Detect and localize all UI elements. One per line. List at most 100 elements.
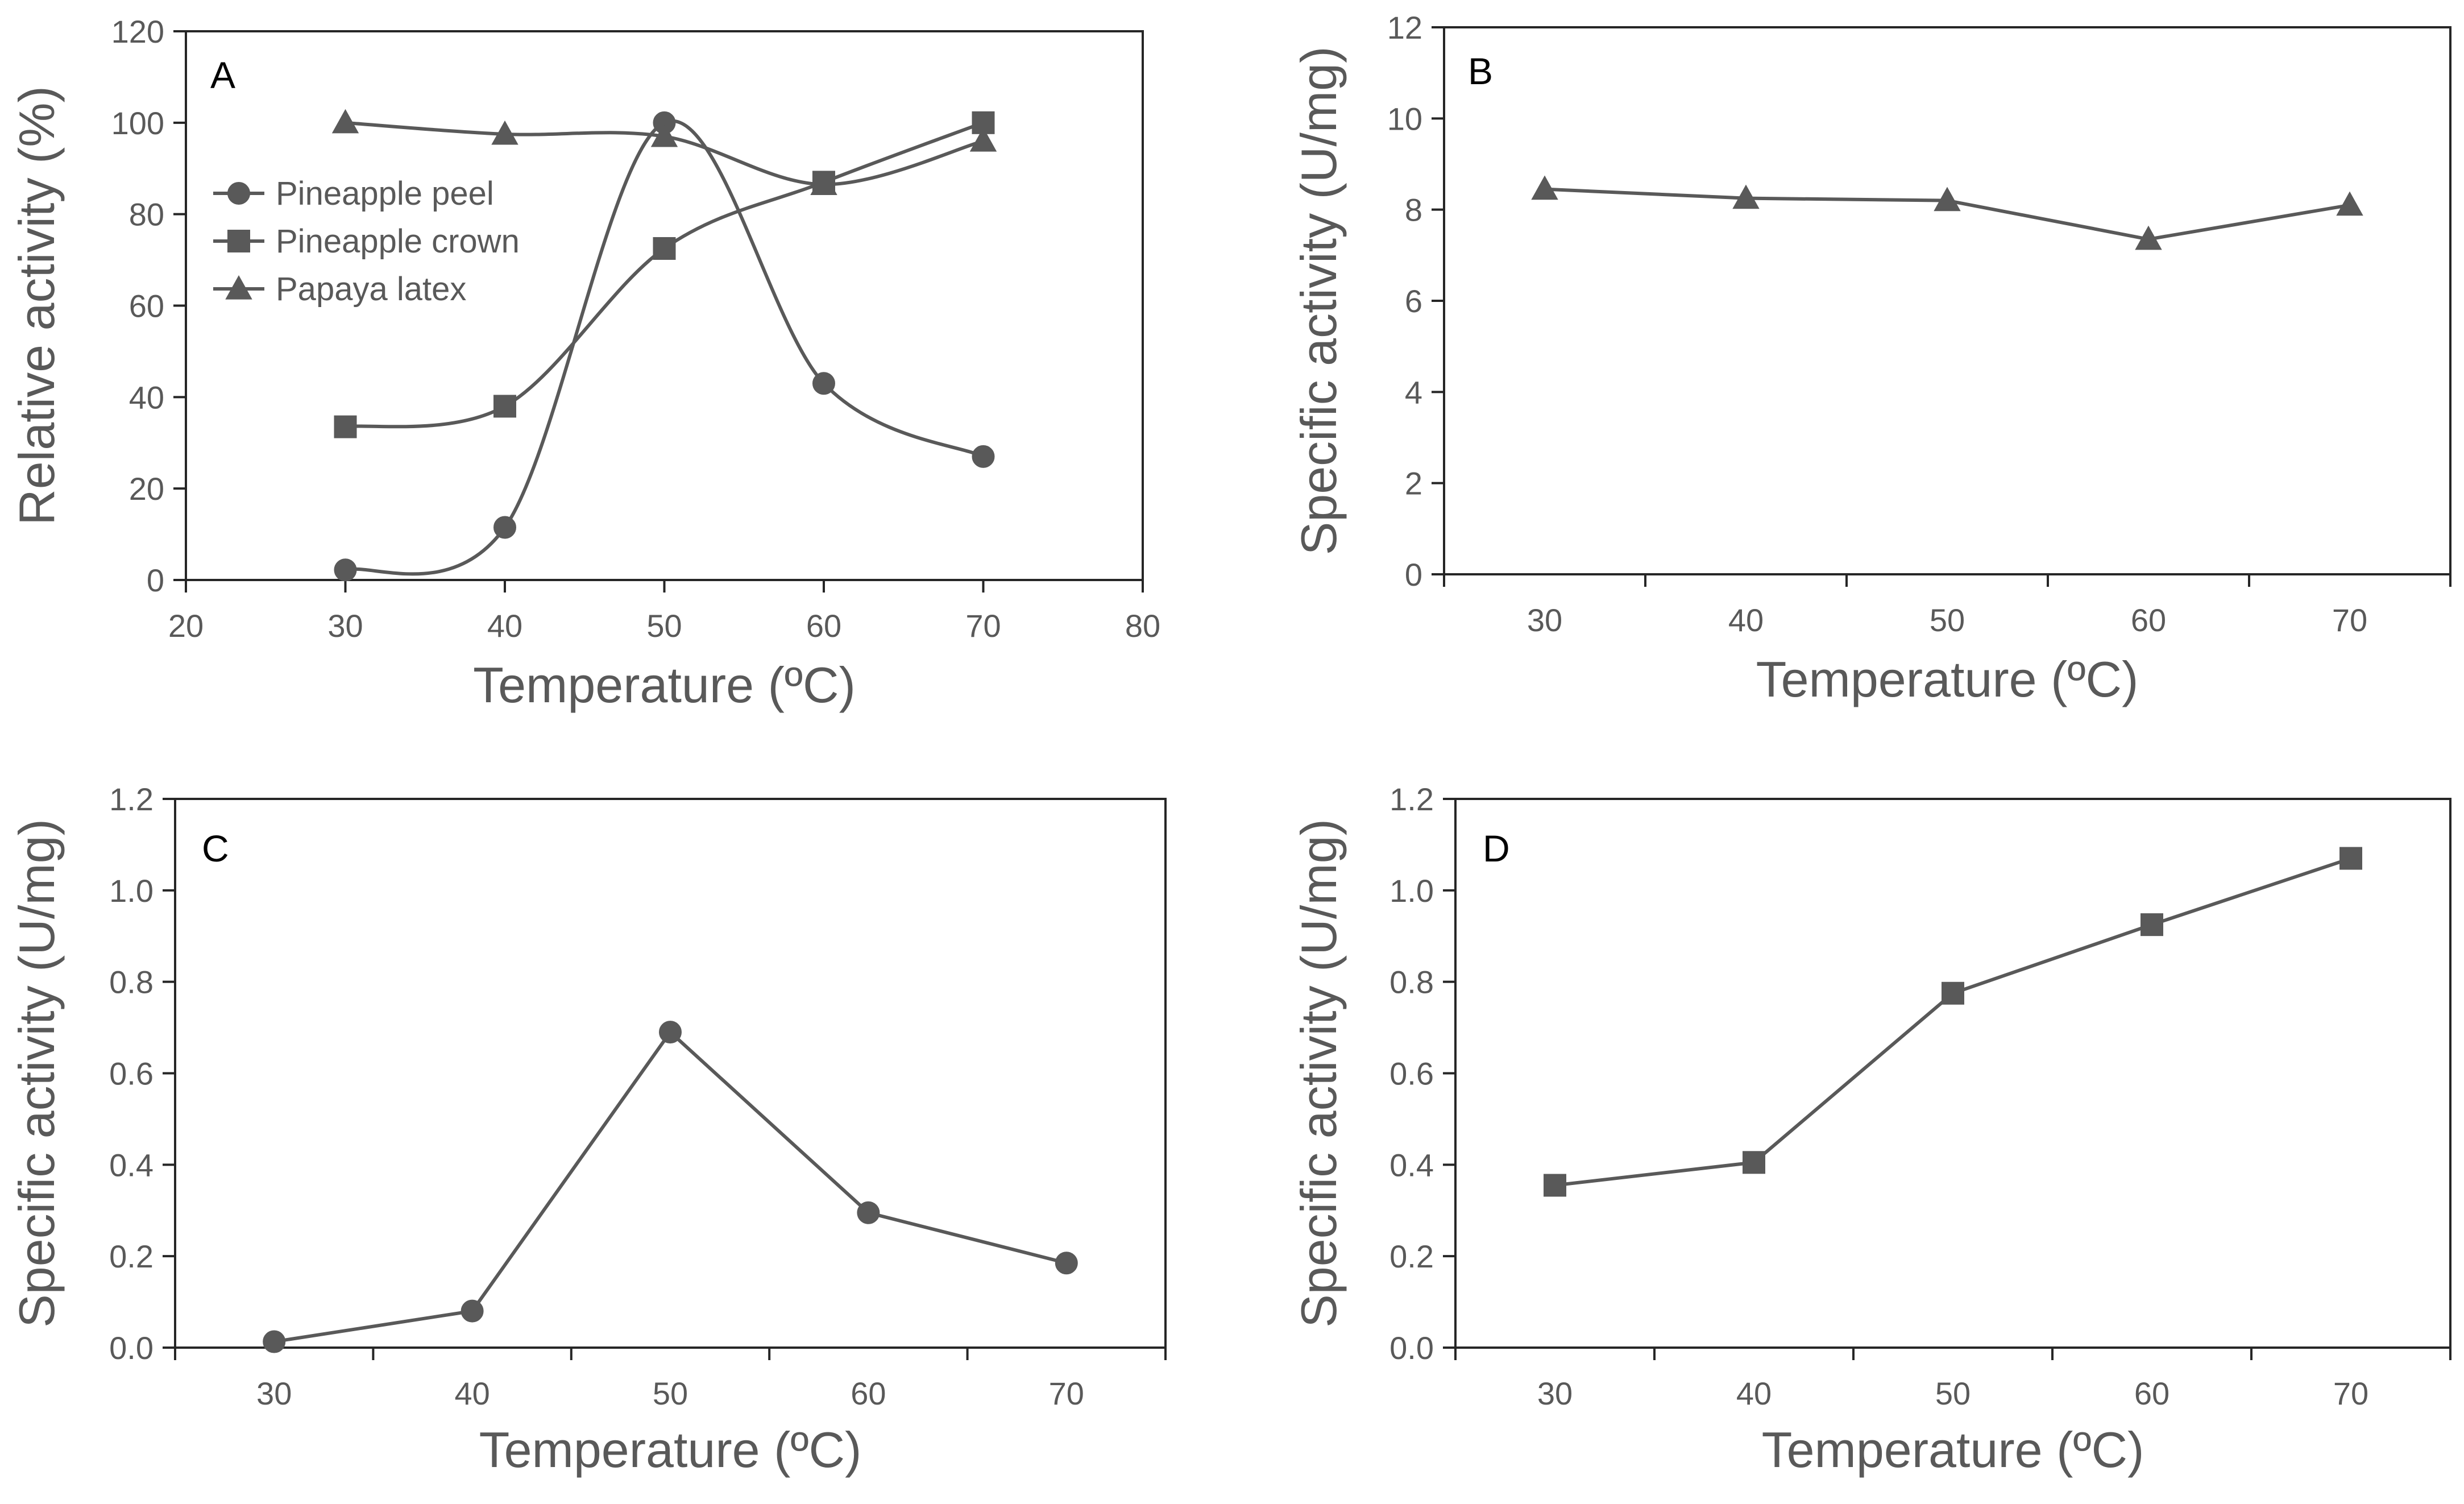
y-tick-label: 80 bbox=[129, 197, 164, 233]
y-tick-label: 4 bbox=[1405, 374, 1422, 410]
x-tick-label: 70 bbox=[965, 608, 1001, 644]
data-point bbox=[491, 120, 518, 145]
x-axis-title: Temperature (ºC) bbox=[473, 657, 856, 713]
y-tick-label: 0.6 bbox=[109, 1056, 154, 1092]
data-point bbox=[2135, 225, 2162, 250]
y-tick-label: 12 bbox=[1387, 10, 1422, 45]
x-tick-label: 50 bbox=[653, 1375, 688, 1411]
y-tick-label: 100 bbox=[111, 105, 164, 141]
y-tick-label: 40 bbox=[129, 379, 164, 415]
x-tick-label: 60 bbox=[806, 608, 841, 644]
data-point bbox=[2339, 847, 2362, 870]
y-tick-label: 2 bbox=[1405, 466, 1422, 502]
x-tick-label: 20 bbox=[168, 608, 204, 644]
panel-c-chart: 0.0 0.2 0.4 0.6 0.8 1.0 1.2 30 40 50 60 70 Temperatu… bbox=[9, 781, 1167, 1478]
data-point bbox=[493, 516, 516, 539]
x-tick-label: 60 bbox=[851, 1375, 886, 1411]
y-tick-label: 1.2 bbox=[109, 781, 154, 817]
x-tick-label: 30 bbox=[1527, 602, 1562, 638]
data-point bbox=[1743, 1151, 1765, 1174]
x-axis-title: Temperature (ºC) bbox=[1762, 1422, 2144, 1478]
data-point bbox=[972, 445, 995, 468]
data-point bbox=[493, 395, 516, 418]
panel-letter: C bbox=[202, 827, 229, 869]
panel-letter: D bbox=[1483, 827, 1510, 869]
plot-frame bbox=[1443, 26, 2451, 575]
data-point bbox=[1942, 981, 1964, 1005]
x-tick-label: 40 bbox=[1736, 1375, 1772, 1411]
y-axis-title: Relative activity (%) bbox=[9, 86, 65, 525]
legend-label: Pineapple crown bbox=[276, 223, 520, 260]
y-tick-label: 10 bbox=[1387, 101, 1422, 136]
y-tick-label: 0.2 bbox=[1389, 1238, 1434, 1274]
data-point bbox=[653, 237, 676, 260]
x-axis-title: Temperature (ºC) bbox=[1756, 651, 2139, 707]
y-axis-title: Specific activity (U/mg) bbox=[1291, 47, 1347, 556]
y-tick-label: 0.8 bbox=[109, 964, 154, 1000]
legend-label: Papaya latex bbox=[276, 271, 466, 308]
y-tick-label: 8 bbox=[1405, 192, 1422, 228]
data-point bbox=[2336, 191, 2363, 216]
y-tick-label: 0 bbox=[1405, 557, 1422, 593]
y-axis-title: Specific activity (U/mg) bbox=[1291, 819, 1347, 1328]
data-point bbox=[334, 558, 357, 582]
x-tick-label: 60 bbox=[2131, 602, 2166, 638]
data-point bbox=[810, 171, 837, 195]
y-tick-label: 0.4 bbox=[1389, 1147, 1434, 1183]
data-point bbox=[334, 415, 357, 438]
panel-b-chart: 0 2 4 6 8 10 12 30 40 50 60 70 Temperature (ºC) Speci… bbox=[1291, 10, 2451, 707]
data-point bbox=[969, 127, 997, 152]
x-tick-label: 30 bbox=[1537, 1375, 1573, 1411]
x-tick-label: 50 bbox=[1935, 1375, 1971, 1411]
series-line-pineapple-crown bbox=[1554, 856, 2351, 1187]
y-tick-label: 1.0 bbox=[109, 873, 154, 909]
data-point bbox=[1544, 1174, 1566, 1197]
y-tick-label: 20 bbox=[129, 471, 164, 507]
panel-d-chart: 0.0 0.2 0.4 0.6 0.8 1.0 1.2 30 40 50 60 70 Temperatu… bbox=[1291, 781, 2451, 1478]
x-tick-label: 40 bbox=[487, 608, 522, 644]
data-point bbox=[461, 1299, 484, 1323]
y-tick-label: 0.0 bbox=[109, 1330, 154, 1366]
x-tick-label: 70 bbox=[2332, 602, 2367, 638]
x-tick-label: 30 bbox=[327, 608, 363, 644]
plot-frame bbox=[174, 798, 1167, 1349]
panel-letter: A bbox=[210, 54, 235, 96]
y-tick-label: 1.0 bbox=[1389, 873, 1434, 909]
x-tick-label: 50 bbox=[1930, 602, 1965, 638]
plot-frame bbox=[1454, 798, 2451, 1349]
y-axis-title: Specific activity (U/mg) bbox=[9, 819, 65, 1328]
legend-marker bbox=[227, 182, 250, 205]
x-tick-label: 80 bbox=[1125, 608, 1160, 644]
y-tick-label: 0 bbox=[147, 562, 164, 598]
data-point bbox=[1732, 184, 1760, 209]
data-point bbox=[812, 372, 835, 395]
legend-label: Pineapple peel bbox=[276, 175, 494, 212]
legend-marker bbox=[225, 275, 252, 300]
x-tick-label: 40 bbox=[454, 1375, 490, 1411]
x-axis-title: Temperature (ºC) bbox=[479, 1422, 862, 1478]
x-tick-label: 70 bbox=[2333, 1375, 2368, 1411]
data-point bbox=[1055, 1252, 1078, 1275]
panel-letter: B bbox=[1468, 50, 1493, 92]
x-tick-label: 60 bbox=[2134, 1375, 2170, 1411]
y-tick-label: 6 bbox=[1405, 283, 1422, 319]
y-tick-label: 0.4 bbox=[109, 1147, 154, 1183]
y-tick-label: 1.2 bbox=[1389, 781, 1434, 817]
legend: Pineapple peel Pineapple crown Papaya late… bbox=[213, 175, 520, 308]
y-tick-label: 120 bbox=[111, 14, 164, 49]
data-point bbox=[263, 1330, 286, 1353]
data-point bbox=[650, 122, 678, 147]
x-tick-label: 40 bbox=[1728, 602, 1764, 638]
data-point bbox=[2141, 913, 2163, 937]
y-tick-label: 0.8 bbox=[1389, 964, 1434, 1000]
x-tick-label: 50 bbox=[646, 608, 682, 644]
y-tick-label: 0.0 bbox=[1389, 1330, 1434, 1366]
data-point bbox=[331, 109, 359, 134]
x-tick-label: 70 bbox=[1049, 1375, 1084, 1411]
data-point bbox=[1531, 175, 1558, 200]
legend-marker bbox=[227, 230, 250, 252]
y-tick-label: 0.6 bbox=[1389, 1056, 1434, 1092]
x-tick-label: 30 bbox=[256, 1375, 292, 1411]
